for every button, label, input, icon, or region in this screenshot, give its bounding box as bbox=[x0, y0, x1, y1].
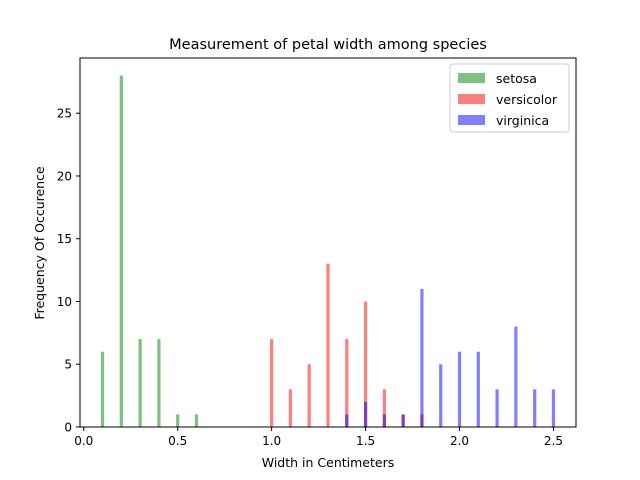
versicolor-bar-0 bbox=[270, 339, 274, 427]
virginica-bar-8 bbox=[495, 389, 499, 427]
virginica-legend-label: virginica bbox=[496, 113, 549, 128]
y-tick-label: 5 bbox=[64, 358, 72, 372]
setosa-bar-5 bbox=[194, 414, 199, 427]
virginica-bar-3 bbox=[401, 414, 405, 427]
versicolor-bar-1 bbox=[288, 389, 293, 427]
virginica-bar-0 bbox=[345, 414, 349, 427]
x-tick-label: 2.5 bbox=[544, 434, 563, 448]
legend: setosa versicolor virginica bbox=[449, 63, 570, 133]
setosa-legend-swatch bbox=[458, 73, 485, 83]
x-tick-label: 1.5 bbox=[356, 434, 375, 448]
x-tick-label: 2.0 bbox=[450, 434, 469, 448]
axes-layer: 0.0 0.5 1.0 1.5 2.0 2.5 0 5 10 15 20 25 bbox=[57, 57, 577, 448]
versicolor-bar-3 bbox=[326, 263, 330, 427]
virginica-bar-7 bbox=[476, 351, 480, 427]
bars-layer bbox=[100, 75, 556, 427]
y-tick-label: 25 bbox=[57, 107, 72, 121]
x-tick-label: 1.0 bbox=[262, 434, 281, 448]
versicolor-legend-label: versicolor bbox=[496, 92, 558, 107]
y-tick-label: 0 bbox=[64, 421, 72, 435]
x-tick-label: 0.0 bbox=[74, 434, 93, 448]
setosa-bar-0 bbox=[100, 351, 105, 427]
virginica-bar-6 bbox=[457, 351, 462, 427]
virginica-bar-1 bbox=[363, 401, 368, 427]
setosa-legend-label: setosa bbox=[496, 71, 537, 86]
setosa-bar-1 bbox=[119, 75, 123, 427]
y-tick-label: 20 bbox=[57, 169, 72, 183]
versicolor-legend-swatch bbox=[458, 94, 485, 104]
x-axis-label: Width in Centimeters bbox=[262, 455, 394, 470]
setosa-bar-3 bbox=[157, 339, 161, 427]
versicolor-bar-2 bbox=[307, 364, 311, 427]
y-tick-label: 15 bbox=[57, 232, 72, 246]
plot-frame bbox=[79, 57, 577, 428]
setosa-bar-2 bbox=[138, 339, 142, 427]
chart-title: Measurement of petal width among species bbox=[169, 37, 487, 53]
versicolor-bar-4 bbox=[345, 339, 349, 427]
virginica-legend-swatch bbox=[458, 115, 485, 125]
virginica-bar-2 bbox=[382, 414, 386, 427]
virginica-bar-9 bbox=[514, 326, 518, 427]
versicolor-bar-6 bbox=[382, 389, 386, 427]
y-axis-label: Frequency Of Occurence bbox=[32, 166, 47, 320]
virginica-bar-10 bbox=[533, 389, 537, 427]
virginica-bar-4 bbox=[420, 288, 424, 427]
y-tick-label: 10 bbox=[57, 295, 72, 309]
versicolor-bar-5 bbox=[363, 301, 368, 427]
virginica-bar-11 bbox=[551, 389, 556, 427]
virginica-bar-5 bbox=[439, 364, 443, 427]
x-tick-label: 0.5 bbox=[168, 434, 187, 448]
setosa-bar-4 bbox=[176, 414, 180, 427]
